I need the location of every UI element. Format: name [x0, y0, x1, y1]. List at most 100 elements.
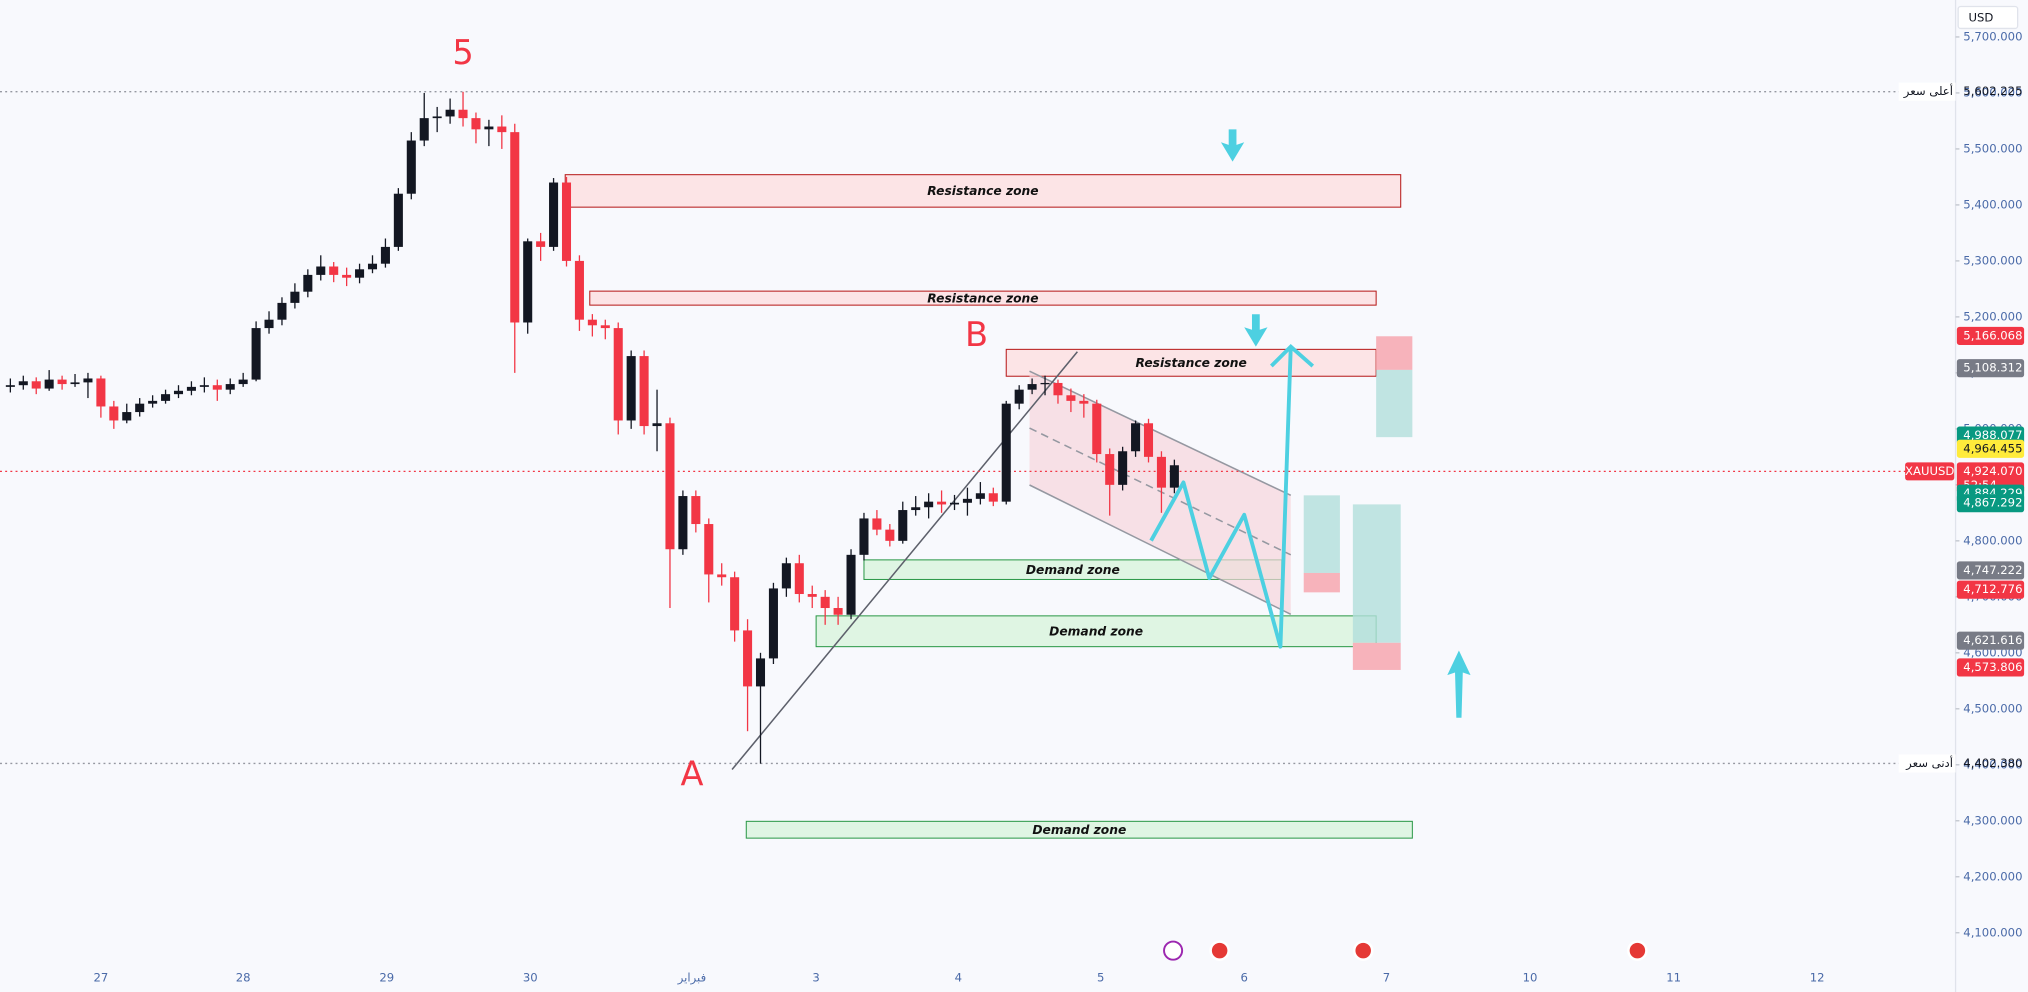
candle-body — [794, 563, 804, 595]
candle-body — [626, 356, 636, 421]
price-tag-label: 4,621.616 — [1963, 633, 2022, 647]
candle-body — [57, 379, 67, 385]
candle-body — [949, 502, 960, 505]
candle-body — [109, 406, 119, 421]
candle-body — [859, 518, 869, 555]
position-profit — [1376, 369, 1413, 438]
candle-body — [458, 109, 468, 119]
candle-body — [885, 529, 895, 541]
wave-label: B — [965, 315, 988, 354]
candle-body — [251, 328, 261, 380]
candle-body — [807, 594, 817, 597]
zone — [564, 174, 1402, 208]
candle-body — [212, 385, 222, 390]
candle-body — [471, 118, 481, 130]
candle-body — [561, 182, 572, 261]
candle-body — [665, 423, 675, 550]
position-loss — [1352, 642, 1401, 670]
wave-label: 5 — [452, 33, 473, 72]
candle-body — [173, 390, 184, 395]
candle-body — [432, 116, 442, 119]
candle-body — [587, 319, 597, 326]
candle-body — [419, 118, 429, 141]
position-profit — [1303, 495, 1340, 573]
position-loss — [1376, 336, 1413, 370]
low-tag — [1898, 754, 1956, 773]
zone-label: Demand zone — [1032, 823, 1126, 837]
symbol-label: XAUUSD — [1905, 464, 1954, 478]
candle-body — [678, 496, 688, 550]
x-tick-label: 30 — [523, 970, 538, 984]
x-tick-label: 6 — [1241, 970, 1248, 984]
channel-mid — [1029, 427, 1292, 556]
price-tag-label: 4,867.292 — [1963, 496, 2022, 510]
candle-body — [833, 608, 843, 615]
candle-body — [393, 193, 403, 247]
candle-body — [924, 501, 934, 508]
x-tick-label: 28 — [236, 970, 251, 984]
candle-body — [781, 563, 791, 589]
low-label: أدنى سعر — [1905, 755, 1953, 771]
price-tag-label: 4,924.070 — [1963, 464, 2022, 478]
trendline — [731, 351, 1078, 771]
price-tag — [1956, 631, 2025, 650]
candle-body — [1092, 403, 1102, 455]
candle-body — [743, 630, 753, 687]
candle-body — [523, 241, 533, 323]
levels — [0, 91, 1956, 765]
high-tag — [1898, 82, 1956, 101]
zone — [589, 290, 1377, 306]
x-tick-label: 7 — [1383, 970, 1390, 984]
event-icon[interactable] — [1627, 940, 1648, 961]
candle-body — [445, 109, 455, 117]
price-tag — [1956, 439, 2025, 458]
zone-label: Demand zone — [1026, 563, 1120, 577]
candle-body — [199, 385, 209, 387]
candle-body — [238, 379, 248, 385]
zone-label: Resistance zone — [1136, 356, 1247, 370]
candle-body — [1131, 423, 1141, 452]
price-tag — [1956, 561, 2025, 580]
x-tick-label: 3 — [812, 970, 819, 984]
price-tag — [1956, 658, 2025, 677]
candle-body — [1105, 454, 1115, 485]
y-tick-label: 5,600.000 — [1963, 85, 2022, 99]
candle-body — [406, 140, 416, 194]
y-tick-label: 5,700.000 — [1963, 29, 2022, 43]
y-tick-label: 4,100.000 — [1963, 925, 2022, 939]
zone-label: Resistance zone — [927, 184, 1038, 198]
x-tick-label: 10 — [1523, 970, 1538, 984]
candle-body — [497, 126, 507, 133]
candle-body — [704, 524, 714, 575]
candle-body — [536, 241, 546, 247]
y-tick-label: 5,200.000 — [1963, 309, 2022, 323]
symbol-tag — [1905, 462, 1955, 481]
zone — [745, 820, 1413, 839]
candle-body — [355, 269, 365, 278]
x-tick-label: 29 — [379, 970, 394, 984]
y-tick-label: 4,200.000 — [1963, 869, 2022, 883]
currency-button[interactable] — [1957, 5, 2019, 30]
position-loss — [1303, 572, 1340, 593]
candle-body — [148, 400, 158, 404]
price-tag-label: 4,712.776 — [1963, 582, 2022, 596]
candle-body — [1118, 451, 1128, 485]
candle-body — [691, 496, 701, 525]
event-icon[interactable] — [1163, 940, 1184, 961]
y-tick-label: 5,400.000 — [1963, 197, 2022, 211]
event-icon[interactable] — [1352, 940, 1374, 961]
price-tag-label: 5,166.068 — [1963, 328, 2022, 342]
candle-body — [613, 328, 623, 421]
down-arrow — [1220, 129, 1245, 162]
candle-body — [1027, 384, 1037, 390]
wave-label: A — [680, 755, 703, 794]
event-icon[interactable] — [1209, 940, 1230, 961]
candle-body — [730, 577, 740, 631]
candle-body — [31, 381, 41, 389]
x-tick-label: 4 — [955, 970, 962, 984]
price-tag-label: 4,747.222 — [1963, 563, 2022, 577]
candle-body — [717, 574, 727, 578]
candle-body — [225, 384, 235, 390]
price-tag — [1956, 326, 2025, 345]
channel-lower — [1029, 484, 1292, 616]
